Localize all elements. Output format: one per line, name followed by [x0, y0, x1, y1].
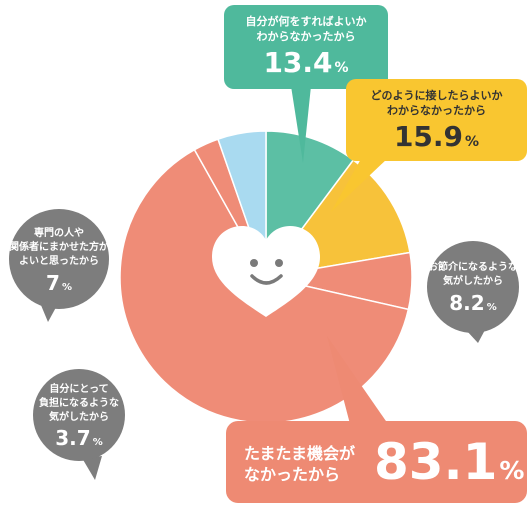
heart-smile — [250, 274, 283, 285]
callout-gray-7: 専門の人や 関係者にまかせた方が よいと思ったから 7% — [9, 209, 109, 309]
slice-value: 83.1 — [374, 433, 498, 491]
percent-unit: % — [61, 282, 72, 293]
heart-eye-right — [275, 259, 283, 267]
callout-gray-8-2: お節介になるような 気がしたから 8.2% — [427, 241, 519, 333]
percent-unit: % — [465, 134, 480, 150]
slice-label: お節介になるような 気がしたから — [428, 262, 518, 287]
callout-salmon: たまたま機会が なかったから 83.1% — [226, 421, 527, 503]
percent-unit: % — [499, 456, 525, 485]
callout-green: 自分が何をすればよいか わからなかったから 13.4% — [224, 5, 388, 89]
callout-green-pointer — [291, 86, 311, 163]
percent-unit: % — [334, 60, 349, 76]
slice-value: 3.7 — [55, 426, 91, 450]
heart-icon — [212, 226, 320, 317]
percent-unit: % — [92, 437, 103, 448]
callout-yellow-pointer — [331, 150, 388, 212]
slice-value: 7 — [46, 271, 60, 295]
heart-eye-left — [250, 259, 258, 267]
callout-salmon-pointer — [327, 336, 388, 424]
slice-label: たまたま機会が なかったから — [244, 444, 356, 484]
slice-label: 自分にとって 負担になるような 気がしたから — [39, 384, 119, 423]
callout-yellow: どのように接したらよいか わからなかったから 15.9% — [346, 79, 527, 161]
callout-g37-pointer — [82, 456, 102, 480]
slice-label: 自分が何をすればよいか わからなかったから — [245, 15, 367, 43]
slice-value: 13.4 — [263, 46, 333, 79]
slice-label: どのように接したらよいか わからなかったから — [370, 89, 503, 117]
slice-label: 専門の人や 関係者にまかせた方が よいと思ったから — [9, 228, 109, 267]
callout-gray-3-7: 自分にとって 負担になるような 気がしたから 3.7% — [33, 369, 125, 461]
percent-unit: % — [486, 302, 497, 313]
slice-value: 8.2 — [449, 291, 485, 315]
slice-value: 15.9 — [393, 120, 464, 153]
